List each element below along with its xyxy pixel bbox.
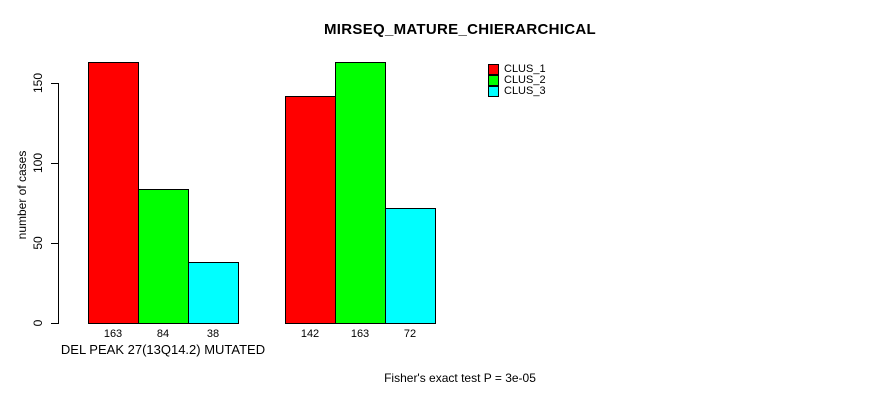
bar-clus_2-group2 [335,62,386,324]
bar-clus_3-group2 [385,207,436,324]
y-tick [51,83,58,84]
y-tick-label: 50 [31,236,45,250]
bar-clus_1-group1 [88,62,139,324]
group-label: DEL PEAK 27(13Q14.2) MUTATED [60,342,266,357]
bar-clus_2-group1 [138,188,189,324]
bar-value-label: 163 [350,328,370,340]
bar-value-label: 142 [300,328,320,340]
legend-swatch-clus_2 [488,74,499,86]
legend: CLUS_1 CLUS_2 CLUS_3 [488,63,546,97]
bar-value-label: 72 [403,328,417,340]
legend-row: CLUS_3 [488,85,546,97]
legend-swatch-clus_1 [488,63,499,75]
bar-value-label: 38 [206,328,220,340]
y-tick-label: 150 [31,72,45,94]
y-axis-line [58,83,59,324]
y-tick [51,243,58,244]
legend-row: CLUS_2 [488,74,546,86]
footnote-text: Fisher's exact test P = 3e-05 [384,371,536,385]
legend-swatch-clus_3 [488,85,499,97]
y-tick [51,163,58,164]
y-tick-label: 0 [31,319,45,327]
bar-clus_1-group2 [285,95,336,324]
chart-title: MIRSEQ_MATURE_CHIERARCHICAL [324,21,596,38]
y-tick-label: 100 [31,152,45,174]
y-tick [51,323,58,324]
legend-label: CLUS_3 [504,85,546,97]
legend-label: CLUS_2 [504,74,546,86]
bar-value-label: 84 [156,328,170,340]
bar-value-label: 163 [103,328,123,340]
legend-row: CLUS_1 [488,63,546,75]
y-axis-label: number of cases [15,150,29,240]
legend-label: CLUS_1 [504,63,546,75]
bar-clus_3-group1 [188,262,239,324]
